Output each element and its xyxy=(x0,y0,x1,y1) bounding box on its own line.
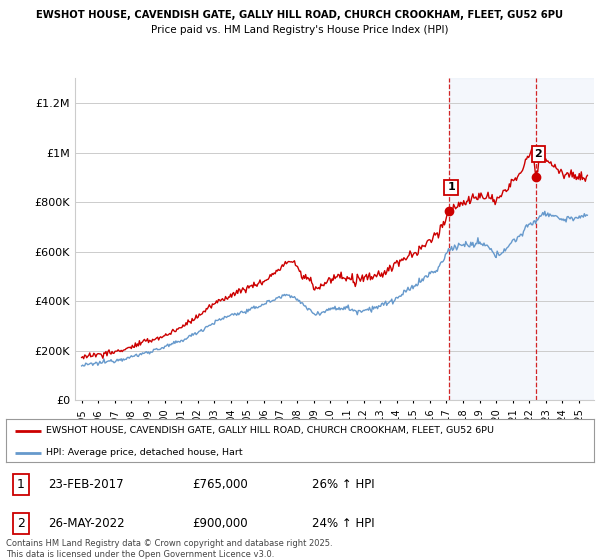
Text: Price paid vs. HM Land Registry's House Price Index (HPI): Price paid vs. HM Land Registry's House … xyxy=(151,25,449,35)
Text: EWSHOT HOUSE, CAVENDISH GATE, GALLY HILL ROAD, CHURCH CROOKHAM, FLEET, GU52 6PU: EWSHOT HOUSE, CAVENDISH GATE, GALLY HILL… xyxy=(37,10,563,20)
Text: £900,000: £900,000 xyxy=(192,517,248,530)
Text: 1: 1 xyxy=(447,183,455,193)
Text: 2: 2 xyxy=(535,149,542,159)
Text: 26-MAY-2022: 26-MAY-2022 xyxy=(48,517,125,530)
Text: 23-FEB-2017: 23-FEB-2017 xyxy=(48,478,124,491)
Text: 1: 1 xyxy=(17,478,25,491)
Text: 24% ↑ HPI: 24% ↑ HPI xyxy=(312,517,374,530)
Text: £765,000: £765,000 xyxy=(192,478,248,491)
Bar xyxy=(449,78,596,400)
Text: 2: 2 xyxy=(17,517,25,530)
Text: EWSHOT HOUSE, CAVENDISH GATE, GALLY HILL ROAD, CHURCH CROOKHAM, FLEET, GU52 6PU: EWSHOT HOUSE, CAVENDISH GATE, GALLY HILL… xyxy=(46,427,494,436)
Text: HPI: Average price, detached house, Hart: HPI: Average price, detached house, Hart xyxy=(46,448,242,457)
Text: Contains HM Land Registry data © Crown copyright and database right 2025.
This d: Contains HM Land Registry data © Crown c… xyxy=(6,539,332,559)
Text: 26% ↑ HPI: 26% ↑ HPI xyxy=(312,478,374,491)
